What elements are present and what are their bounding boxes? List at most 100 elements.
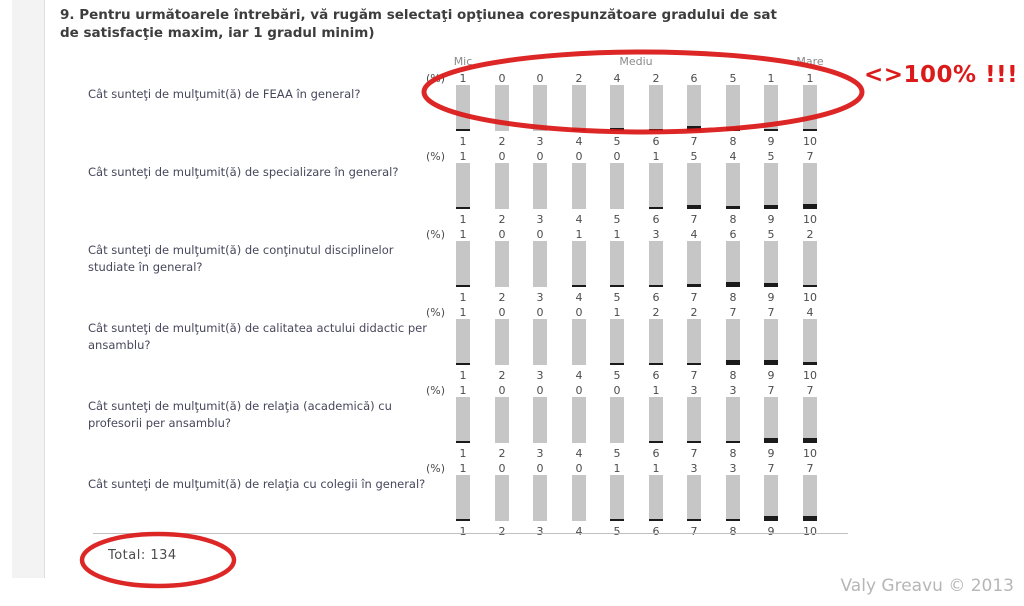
rating-bar-fill [649, 129, 663, 131]
value-label: 1 [613, 228, 621, 241]
value-label: 3 [652, 228, 660, 241]
value-label: 1 [459, 228, 467, 241]
rating-bar [687, 163, 701, 209]
rating-bar-fill [649, 441, 663, 443]
scale-point-label: 7 [690, 213, 698, 226]
rating-bar [495, 241, 509, 287]
rating-bar [803, 241, 817, 287]
scale-point-label: 7 [690, 291, 698, 304]
scale-point-label: 10 [803, 135, 817, 148]
rating-bar-fill [764, 205, 778, 209]
scale-point-label: 5 [613, 369, 621, 382]
scale-point-label: 2 [498, 135, 506, 148]
rating-bar [495, 85, 509, 131]
scale-low-label: Mic [453, 55, 473, 68]
rating-bar [764, 475, 778, 521]
value-label: 2 [806, 228, 814, 241]
value-label: 0 [536, 150, 544, 163]
rating-bar [572, 475, 586, 521]
rating-bar-fill [610, 285, 624, 287]
rating-bar [533, 319, 547, 365]
value-label: 3 [729, 462, 737, 475]
rating-bar-fill [687, 519, 701, 521]
scale-point-label: 8 [729, 369, 737, 382]
scale-point-label: 1 [459, 525, 467, 538]
value-label: 0 [498, 228, 506, 241]
rating-bar [533, 397, 547, 443]
rating-bar [495, 319, 509, 365]
scale-point-label: 9 [767, 135, 775, 148]
scale-point-label: 8 [729, 135, 737, 148]
value-label: 0 [536, 462, 544, 475]
rating-bar-fill [649, 519, 663, 521]
rating-bar-fill [456, 441, 470, 443]
scale-point-label: 9 [767, 291, 775, 304]
rating-bar-fill [803, 362, 817, 365]
value-label: 1 [459, 462, 467, 475]
rating-bar-fill [456, 363, 470, 365]
value-label: 4 [690, 228, 698, 241]
rating-bar [803, 319, 817, 365]
value-label: 0 [536, 228, 544, 241]
scale-point-label: 10 [803, 369, 817, 382]
rating-bar [610, 85, 624, 131]
total-value: 134 [150, 548, 177, 563]
value-label: 0 [536, 306, 544, 319]
rating-bar-fill [726, 206, 740, 209]
scale-point-label: 8 [729, 525, 737, 538]
value-label: 5 [729, 72, 737, 85]
rating-bar-fill [764, 129, 778, 131]
rating-bar [764, 397, 778, 443]
question-text: Cât sunteţi de mulţumit(ă) de relaţia cu… [88, 477, 426, 491]
scale-point-label: 2 [498, 369, 506, 382]
percent-label: (%) [425, 150, 445, 163]
rating-bar [687, 319, 701, 365]
scale-point-label: 8 [729, 213, 737, 226]
rating-bar-fill [764, 438, 778, 443]
rating-bar [726, 397, 740, 443]
rating-bar [649, 397, 663, 443]
page-left-gutter [12, 0, 45, 578]
rating-bar [803, 397, 817, 443]
rating-bar [495, 475, 509, 521]
rating-bar-fill [726, 282, 740, 287]
value-label: 3 [729, 384, 737, 397]
value-label: 7 [806, 384, 814, 397]
rating-bar [726, 85, 740, 131]
value-label: 1 [459, 306, 467, 319]
question-group-title-line2: de satisfacţie maxim, iar 1 gradul minim… [60, 24, 375, 41]
rating-bar [726, 319, 740, 365]
scale-point-label: 3 [536, 447, 544, 460]
question-group-title: 9. Pentru următoarele întrebări, vă rugă… [60, 7, 890, 42]
value-label: 0 [575, 306, 583, 319]
scale-point-label: 5 [613, 213, 621, 226]
value-label: 7 [806, 150, 814, 163]
rating-bar-fill [572, 285, 586, 287]
value-label: 0 [613, 384, 621, 397]
scale-point-label: 1 [459, 135, 467, 148]
scale-point-label: 4 [575, 213, 583, 226]
rating-bar [456, 163, 470, 209]
percent-warning-annotation: <>100% !!! [864, 62, 1019, 88]
scale-point-label: 8 [729, 447, 737, 460]
rating-bar-fill [687, 441, 701, 443]
scale-point-label: 9 [767, 369, 775, 382]
percent-label: (%) [425, 384, 445, 397]
value-label: 5 [767, 228, 775, 241]
question-text: Cât sunteţi de mulţumit(ă) de specializa… [88, 165, 399, 179]
value-label: 3 [690, 384, 698, 397]
rating-bar [495, 397, 509, 443]
percent-label: (%) [425, 72, 445, 85]
scale-point-label: 8 [729, 291, 737, 304]
rating-bar [495, 163, 509, 209]
question-group-title-line1: 9. Pentru următoarele întrebări, vă rugă… [60, 7, 777, 23]
rating-bar [726, 163, 740, 209]
scale-point-label: 3 [536, 135, 544, 148]
value-label: 1 [613, 306, 621, 319]
scale-point-label: 4 [575, 447, 583, 460]
rating-bar [687, 475, 701, 521]
scale-point-label: 2 [498, 213, 506, 226]
rating-bar-fill [687, 205, 701, 209]
scale-point-label: 4 [575, 525, 583, 538]
rating-bar-fill [726, 127, 740, 131]
